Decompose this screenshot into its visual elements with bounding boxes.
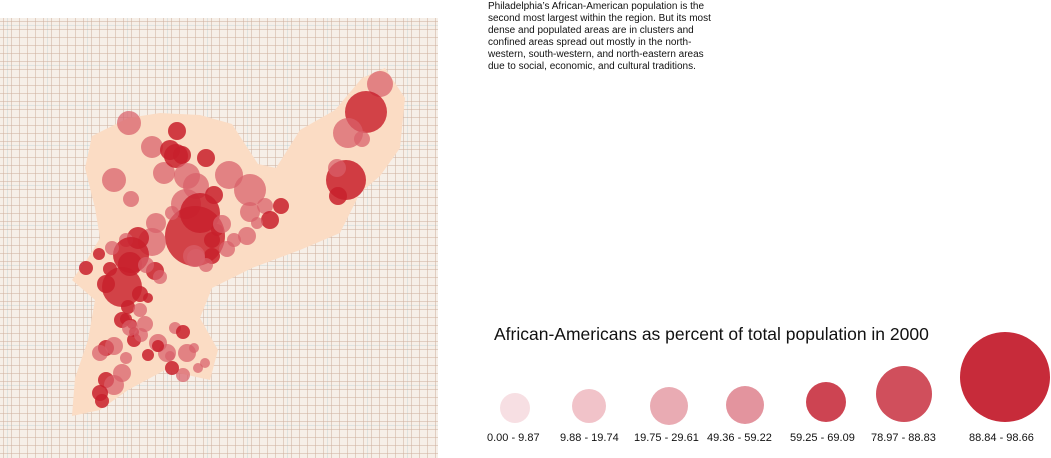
population-circle [165,206,179,220]
population-circle [261,211,279,229]
map-panel [0,18,438,458]
population-circle [92,345,108,361]
population-circle [219,241,235,257]
population-circle [193,363,203,373]
legend: 0.00 - 9.87 9.88 - 19.74 19.75 - 29.61 4… [487,332,1050,444]
population-circle [102,267,142,307]
population-circle [142,349,154,361]
population-circle [79,261,93,275]
population-circle [123,191,139,207]
legend-title: African-Americans as percent of total po… [494,324,929,344]
population-circle [153,270,167,284]
population-circle [197,149,215,167]
legend-circle-1 [500,393,530,423]
legend-label-4: 49.36 - 59.22 [707,432,772,444]
population-circle [165,351,175,361]
population-circles [79,71,393,408]
population-circle [213,215,231,233]
population-circle [97,275,115,293]
population-circle [257,198,273,214]
population-circle [238,227,256,245]
population-circle [121,300,135,314]
population-circle [328,159,346,177]
population-circle [251,217,263,229]
population-circle [234,174,266,206]
population-circle [240,202,260,222]
population-circle [354,131,370,147]
population-circle [189,343,199,353]
population-circle [146,213,166,233]
population-circle [168,122,186,140]
population-circle [137,316,153,332]
legend-circle-7 [960,332,1050,422]
population-circle [138,257,154,273]
population-circle [176,368,190,382]
legend-label-3: 19.75 - 29.61 [634,432,699,444]
population-circle [329,187,347,205]
population-circle [143,293,153,303]
legend-circle-6 [876,366,932,422]
legend-label-1: 0.00 - 9.87 [487,432,540,444]
legend-label-7: 88.84 - 98.66 [969,432,1034,444]
population-circle [133,303,147,317]
population-circle [164,144,188,168]
population-circle [187,249,205,267]
philadelphia-map [72,68,405,416]
population-circle [122,320,138,336]
legend-label-2: 9.88 - 19.74 [560,432,619,444]
population-circle [93,248,105,260]
population-circle [204,232,220,248]
legend-circle-2 [572,389,606,423]
population-circle [117,111,141,135]
legend-circle-5 [806,382,846,422]
population-circle [105,337,123,355]
legend-circle-3 [650,387,688,425]
population-circle [141,136,163,158]
population-circle [215,161,243,189]
population-circle [102,168,126,192]
population-circle [367,71,393,97]
description-text: Philadelphia’s African-American populati… [488,1,711,72]
population-circle [176,325,190,339]
population-circle [152,340,164,352]
legend-label-6: 78.97 - 88.83 [871,432,936,444]
population-circle [104,375,124,395]
population-circle [95,394,109,408]
population-circle [200,358,210,368]
population-circle [273,198,289,214]
population-circle [105,241,119,255]
population-circle [165,361,179,375]
legend-circle-4 [726,386,764,424]
legend-label-5: 59.25 - 69.09 [790,432,855,444]
population-circle [120,352,132,364]
population-circle [153,162,175,184]
